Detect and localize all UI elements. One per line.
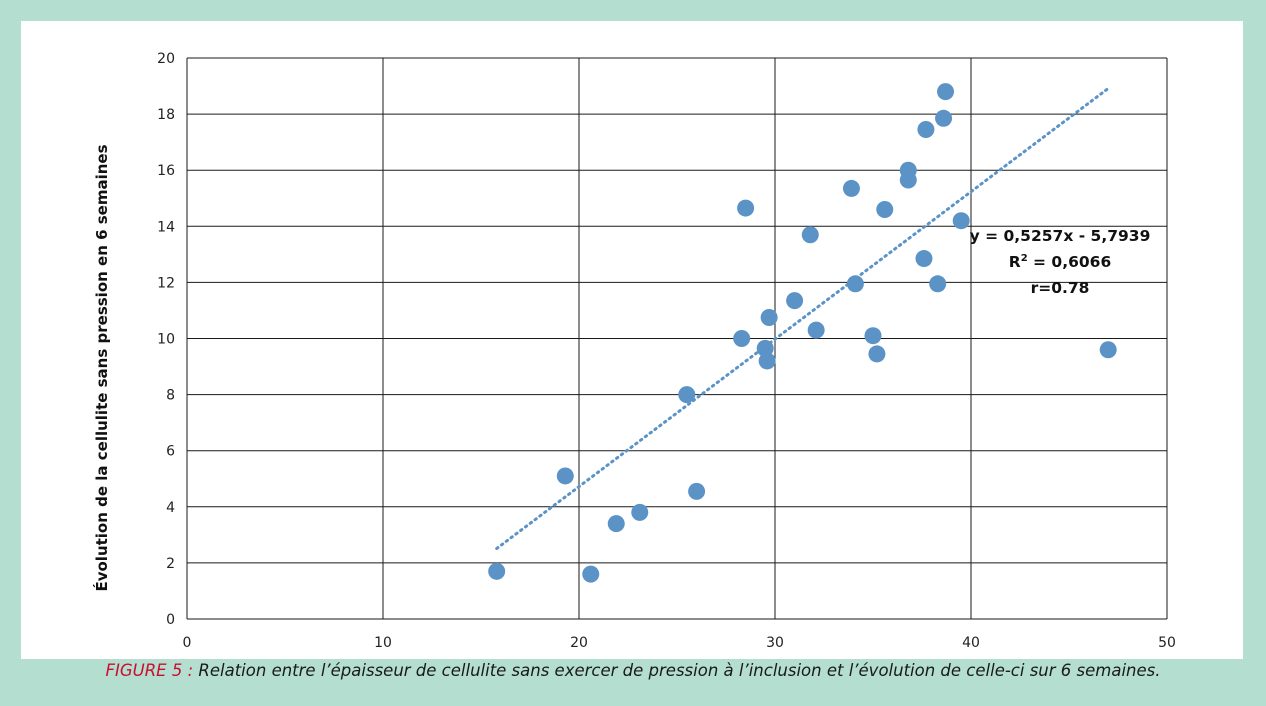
y-tick-label: 4 (166, 500, 175, 516)
data-point (846, 275, 864, 293)
y-tick-label: 8 (166, 388, 175, 404)
x-tick-label: 50 (1158, 635, 1176, 651)
data-point (488, 562, 506, 580)
y-tick-label: 18 (157, 107, 175, 123)
grid (186, 57, 1168, 620)
y-tick-label: 10 (157, 332, 175, 348)
scatter-chart: 0 2 4 6 8 10 12 14 16 18 20 0 10 20 30 40 50 Évolution d… (92, 51, 1176, 651)
figure-caption: FIGURE 5 : Relation entre l’épaisseur de… (0, 661, 1266, 680)
data-point (876, 200, 894, 218)
data-point (556, 467, 574, 485)
y-tick-label: 14 (157, 219, 175, 235)
tick-labels: 0 2 4 6 8 10 12 14 16 18 20 0 10 20 30 40 50 (157, 51, 1176, 651)
r-squared-label: R2 = 0,6066 (1009, 253, 1112, 271)
data-point (915, 250, 933, 268)
correlation-r-label: r=0.78 (1031, 279, 1090, 297)
data-point (929, 275, 947, 293)
data-point (868, 345, 886, 363)
y-tick-label: 16 (157, 163, 175, 179)
data-point (899, 161, 917, 179)
data-point (737, 199, 755, 217)
data-point (801, 226, 819, 244)
y-tick-label: 2 (166, 556, 175, 572)
chart-panel: 0 2 4 6 8 10 12 14 16 18 20 0 10 20 30 40 50 Évolution d… (21, 21, 1243, 659)
data-point (678, 386, 696, 404)
data-point (760, 308, 778, 326)
data-point (937, 83, 955, 101)
data-point (756, 339, 774, 357)
y-axis-title: Évolution de la cellulite sans pression … (92, 144, 111, 591)
y-tick-label: 20 (157, 51, 175, 67)
trendline-layer (495, 86, 1110, 551)
y-tick-label: 0 (166, 612, 175, 628)
regression-equation: y = 0,5257x - 5,7939 (970, 227, 1151, 245)
y-tick-label: 6 (166, 444, 175, 460)
data-point (952, 212, 970, 230)
data-point (688, 482, 706, 500)
y-tick-label: 12 (157, 275, 175, 291)
data-point (733, 330, 751, 347)
data-point (842, 179, 860, 197)
data-point (935, 109, 953, 127)
data-point (1099, 341, 1117, 359)
data-point (631, 503, 649, 521)
x-tick-label: 10 (374, 635, 392, 651)
x-tick-label: 0 (183, 635, 192, 651)
data-point (917, 121, 935, 139)
x-tick-label: 20 (570, 635, 588, 651)
data-point (807, 321, 825, 339)
figure-caption-label: FIGURE 5 : (105, 661, 194, 680)
data-point (864, 327, 882, 345)
regression-annotation: y = 0,5257x - 5,7939 R2 = 0,6066 r=0.78 (970, 227, 1151, 297)
trendline (495, 86, 1110, 551)
x-tick-label: 30 (766, 635, 784, 651)
x-tick-label: 40 (962, 635, 980, 651)
figure-caption-text: Relation entre l’épaisseur de cellulite … (193, 661, 1161, 680)
data-point (582, 565, 600, 583)
data-points (488, 83, 1117, 583)
data-point (786, 292, 804, 310)
data-point (607, 515, 625, 533)
data-point (758, 352, 776, 370)
